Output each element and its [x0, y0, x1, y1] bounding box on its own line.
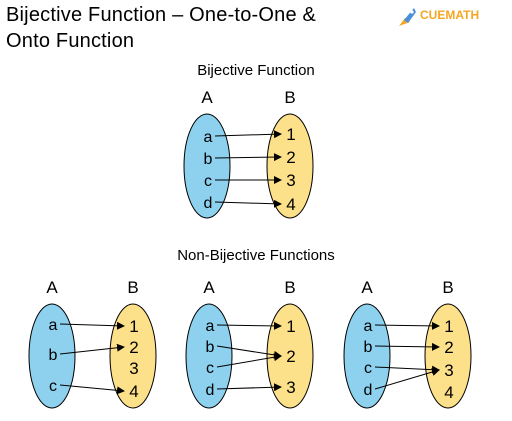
brand-logo-text: CUEMATH — [420, 8, 480, 22]
codomain-set-ellipse — [109, 303, 157, 409]
mapping-arrow — [59, 343, 125, 355]
domain-element: b — [206, 339, 215, 356]
mapping-arrow — [374, 321, 440, 330]
brand-logo: CUEMATH — [396, 4, 506, 30]
mapping-arrow — [214, 153, 282, 162]
codomain-element: 2 — [286, 347, 295, 366]
codomain-element: 3 — [286, 378, 295, 397]
domain-element: b — [49, 347, 58, 364]
mapping-arrow — [214, 130, 282, 139]
codomain-element: 2 — [286, 148, 295, 167]
codomain-set-ellipse — [424, 303, 472, 409]
page-title-line-1: Bijective Function – One-to-One & — [6, 4, 317, 26]
domain-element: a — [49, 317, 58, 334]
codomain-element: 3 — [129, 359, 138, 378]
codomain-element: 2 — [129, 338, 138, 357]
domain-set-ellipse — [185, 303, 233, 409]
codomain-element: 1 — [286, 317, 295, 336]
domain-element: a — [204, 129, 213, 146]
mapping-arrow — [374, 342, 440, 351]
codomain-element: 4 — [286, 195, 295, 214]
domain-element: c — [206, 360, 214, 377]
page-title-line-2: Onto Function — [6, 30, 135, 52]
set-b-label: B — [284, 88, 295, 107]
section-title-non-bijective: Non-Bijective Functions — [177, 247, 335, 264]
domain-set-ellipse — [343, 303, 391, 409]
domain-element: a — [206, 318, 215, 335]
rocket-icon — [399, 8, 416, 26]
domain-set-ellipse — [28, 303, 76, 409]
codomain-element: 2 — [444, 338, 453, 357]
domain-element: d — [364, 382, 373, 399]
codomain-element: 1 — [444, 317, 453, 336]
section-title-bijective: Bijective Function — [197, 62, 315, 79]
domain-element: a — [364, 318, 373, 335]
mapping-arrow — [374, 365, 440, 374]
set-b-label: B — [284, 278, 295, 297]
codomain-set-ellipse — [266, 113, 314, 219]
set-a-label: A — [361, 278, 373, 297]
domain-element: c — [364, 360, 372, 377]
set-b-label: B — [442, 278, 453, 297]
domain-element: b — [204, 151, 213, 168]
mapping-arrow — [59, 384, 125, 395]
mapping-arrow — [59, 321, 125, 330]
domain-set-ellipse — [183, 113, 231, 219]
domain-element: c — [204, 173, 212, 190]
codomain-element: 3 — [286, 171, 295, 190]
domain-element: d — [206, 382, 215, 399]
codomain-element: 4 — [129, 382, 138, 401]
set-a-label: A — [203, 278, 215, 297]
codomain-element: 1 — [129, 317, 138, 336]
set-a-label: A — [201, 88, 213, 107]
codomain-element: 1 — [286, 125, 295, 144]
set-b-label: B — [127, 278, 138, 297]
domain-element: b — [364, 339, 373, 356]
mapping-arrow — [214, 199, 282, 208]
mapping-arrow — [374, 368, 440, 390]
mapping-arrow — [216, 345, 282, 359]
codomain-set-ellipse — [266, 303, 314, 409]
domain-element: c — [49, 378, 57, 395]
set-a-label: A — [46, 278, 58, 297]
mapping-arrow — [216, 383, 282, 392]
mapping-arrow — [216, 321, 282, 330]
mapping-arrow — [216, 353, 282, 368]
codomain-element: 4 — [444, 383, 453, 402]
domain-element: d — [204, 195, 213, 212]
codomain-element: 3 — [444, 361, 453, 380]
